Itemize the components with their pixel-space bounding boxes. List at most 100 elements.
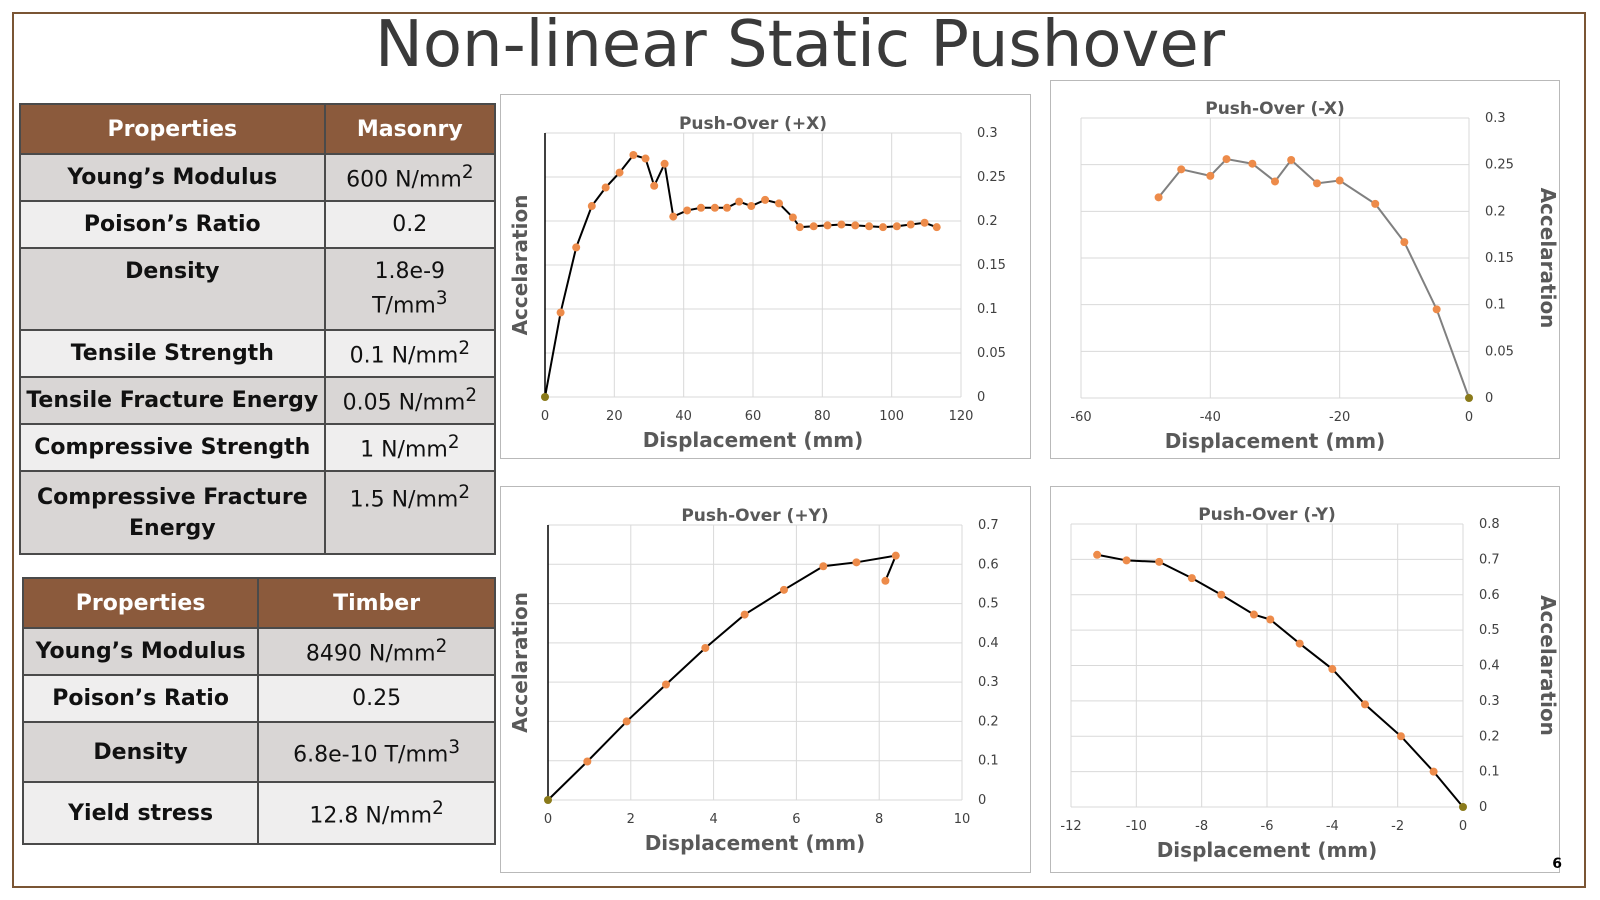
chart-svg-minus-x: 0 0.05 0.1 0.15 0.2 0.25 0.3 -60 -40 -20 0 Push-Ove… bbox=[1070, 99, 1560, 453]
y-tick-label: 0.1 bbox=[1479, 765, 1500, 780]
data-point bbox=[710, 203, 719, 212]
table-row: Poison’s Ratio 0.2 bbox=[19, 200, 497, 249]
x-tick-label: 0 bbox=[541, 409, 549, 424]
x-tick-label: 4 bbox=[709, 812, 717, 827]
table-row: Compressive Strength 1 N/mm2 bbox=[19, 423, 497, 472]
property-value: 600 N/mm2 bbox=[323, 153, 497, 202]
data-point bbox=[1155, 557, 1164, 566]
y-tick-label: 0.3 bbox=[978, 675, 999, 690]
data-point bbox=[723, 203, 731, 212]
y-tick-label: 0.25 bbox=[977, 170, 1006, 185]
chart-svg-plus-x: 0 0.05 0.1 0.15 0.2 0.25 0.3 0 20 40 60 80 100 120 Pus… bbox=[508, 114, 1006, 452]
data-point bbox=[1206, 171, 1215, 180]
y-tick-label: 0.15 bbox=[977, 258, 1006, 273]
data-point bbox=[572, 243, 581, 252]
timber-properties-table: Properties Timber Young’s Modulus 8490 N… bbox=[21, 577, 496, 845]
data-point bbox=[851, 221, 860, 230]
property-name: Poison’s Ratio bbox=[19, 200, 326, 249]
table-row: Density 1.8e-9 T/mm3 bbox=[19, 247, 497, 331]
x-tick-label: 10 bbox=[954, 812, 971, 827]
y-tick-label: 0.3 bbox=[1479, 694, 1500, 709]
masonry-properties-table: Properties Masonry Young’s Modulus 600 N… bbox=[19, 103, 497, 555]
property-name: Density bbox=[21, 721, 260, 783]
data-point bbox=[697, 203, 705, 212]
series-line bbox=[544, 153, 938, 398]
x-tick-label: 80 bbox=[814, 409, 831, 424]
data-point bbox=[747, 202, 756, 211]
data-point bbox=[1361, 700, 1369, 709]
data-point bbox=[1249, 610, 1258, 619]
y-tick-label: 0 bbox=[978, 793, 986, 808]
data-point bbox=[650, 181, 659, 190]
data-point bbox=[795, 223, 804, 232]
y-tick-label: 0.5 bbox=[978, 597, 999, 612]
data-point bbox=[556, 308, 565, 317]
chart-title: Push-Over (-X) bbox=[1205, 99, 1345, 119]
y-tick-label: 0.1 bbox=[978, 754, 999, 769]
x-tick-label: 40 bbox=[675, 409, 692, 424]
data-point bbox=[1328, 665, 1337, 674]
data-point bbox=[892, 222, 901, 231]
data-point bbox=[1371, 199, 1380, 208]
data-point bbox=[735, 197, 744, 206]
property-name: Compressive Fracture Energy bbox=[19, 470, 326, 555]
y-tick-label: 0 bbox=[1479, 800, 1487, 815]
y-tick-label: 0.6 bbox=[978, 557, 999, 572]
x-axis-label: Displacement (mm) bbox=[643, 428, 864, 452]
y-tick-label: 0.2 bbox=[1479, 729, 1500, 744]
y-tick-label: 0.6 bbox=[1479, 588, 1500, 603]
data-point bbox=[541, 393, 549, 401]
data-point bbox=[865, 222, 874, 231]
x-tick-label: 60 bbox=[745, 409, 762, 424]
x-tick-label: 8 bbox=[875, 812, 883, 827]
data-point bbox=[629, 151, 638, 159]
data-point bbox=[583, 757, 592, 766]
y-axis-label: Accelaration bbox=[1536, 188, 1560, 329]
slide-frame bbox=[12, 12, 1586, 888]
data-point bbox=[1396, 732, 1405, 741]
property-name: Young’s Modulus bbox=[21, 627, 260, 676]
data-point bbox=[1217, 590, 1226, 599]
chart-pushover-plus-y: 0 0.1 0.2 0.3 0.4 0.5 0.6 0.7 0 2 4 6 8 10 Push-Over (… bbox=[500, 486, 1031, 873]
data-point bbox=[601, 183, 610, 192]
x-tick-label: -12 bbox=[1060, 819, 1081, 834]
property-value: 1 N/mm2 bbox=[323, 423, 497, 472]
property-name: Tensile Strength bbox=[19, 329, 326, 378]
data-point bbox=[809, 222, 818, 231]
data-point bbox=[1271, 177, 1279, 186]
data-point bbox=[1122, 556, 1131, 565]
y-axis-label: Accelaration bbox=[1536, 595, 1560, 736]
y-tick-label: 0.05 bbox=[977, 346, 1006, 361]
property-name: Density bbox=[19, 247, 326, 331]
table-row: Yield stress 12.8 N/mm2 bbox=[21, 781, 496, 845]
x-tick-label: 100 bbox=[879, 409, 904, 424]
x-tick-label: -20 bbox=[1329, 410, 1350, 425]
table-row: Tensile Strength 0.1 N/mm2 bbox=[19, 329, 497, 378]
data-point bbox=[761, 195, 770, 204]
page-number: 6 bbox=[1552, 856, 1562, 872]
x-tick-label: -2 bbox=[1391, 819, 1404, 834]
chart-title: Push-Over (+Y) bbox=[681, 506, 828, 526]
data-point bbox=[852, 558, 861, 567]
masonry-header-properties: Properties bbox=[19, 103, 326, 155]
x-tick-label: 20 bbox=[606, 409, 623, 424]
data-point bbox=[920, 218, 929, 227]
x-axis-label: Displacement (mm) bbox=[1157, 838, 1378, 862]
y-tick-label: 0.2 bbox=[1485, 204, 1506, 219]
property-value: 0.25 bbox=[257, 674, 496, 723]
timber-header-material: Timber bbox=[257, 577, 496, 629]
x-tick-label: 2 bbox=[627, 812, 635, 827]
property-name: Young’s Modulus bbox=[19, 153, 326, 202]
y-tick-label: 0.5 bbox=[1479, 623, 1500, 638]
chart-svg-minus-y: 0 0.1 0.2 0.3 0.4 0.5 0.6 0.7 0.8 -12 -10 -8 -6 -4 -2 0… bbox=[1060, 505, 1560, 862]
data-point bbox=[1432, 305, 1441, 314]
property-name: Tensile Fracture Energy bbox=[19, 376, 326, 425]
property-value: 0.2 bbox=[323, 200, 497, 249]
y-tick-label: 0.4 bbox=[1479, 659, 1500, 674]
property-value: 0.1 N/mm2 bbox=[323, 329, 497, 378]
table-row: Poison’s Ratio 0.25 bbox=[21, 674, 496, 723]
chart-pushover-plus-x: 0 0.05 0.1 0.15 0.2 0.25 0.3 0 20 40 60 80 100 120 Pus… bbox=[500, 94, 1031, 459]
y-tick-label: 0.4 bbox=[978, 636, 999, 651]
data-point bbox=[932, 223, 941, 232]
y-tick-label: 0.7 bbox=[1479, 552, 1500, 567]
